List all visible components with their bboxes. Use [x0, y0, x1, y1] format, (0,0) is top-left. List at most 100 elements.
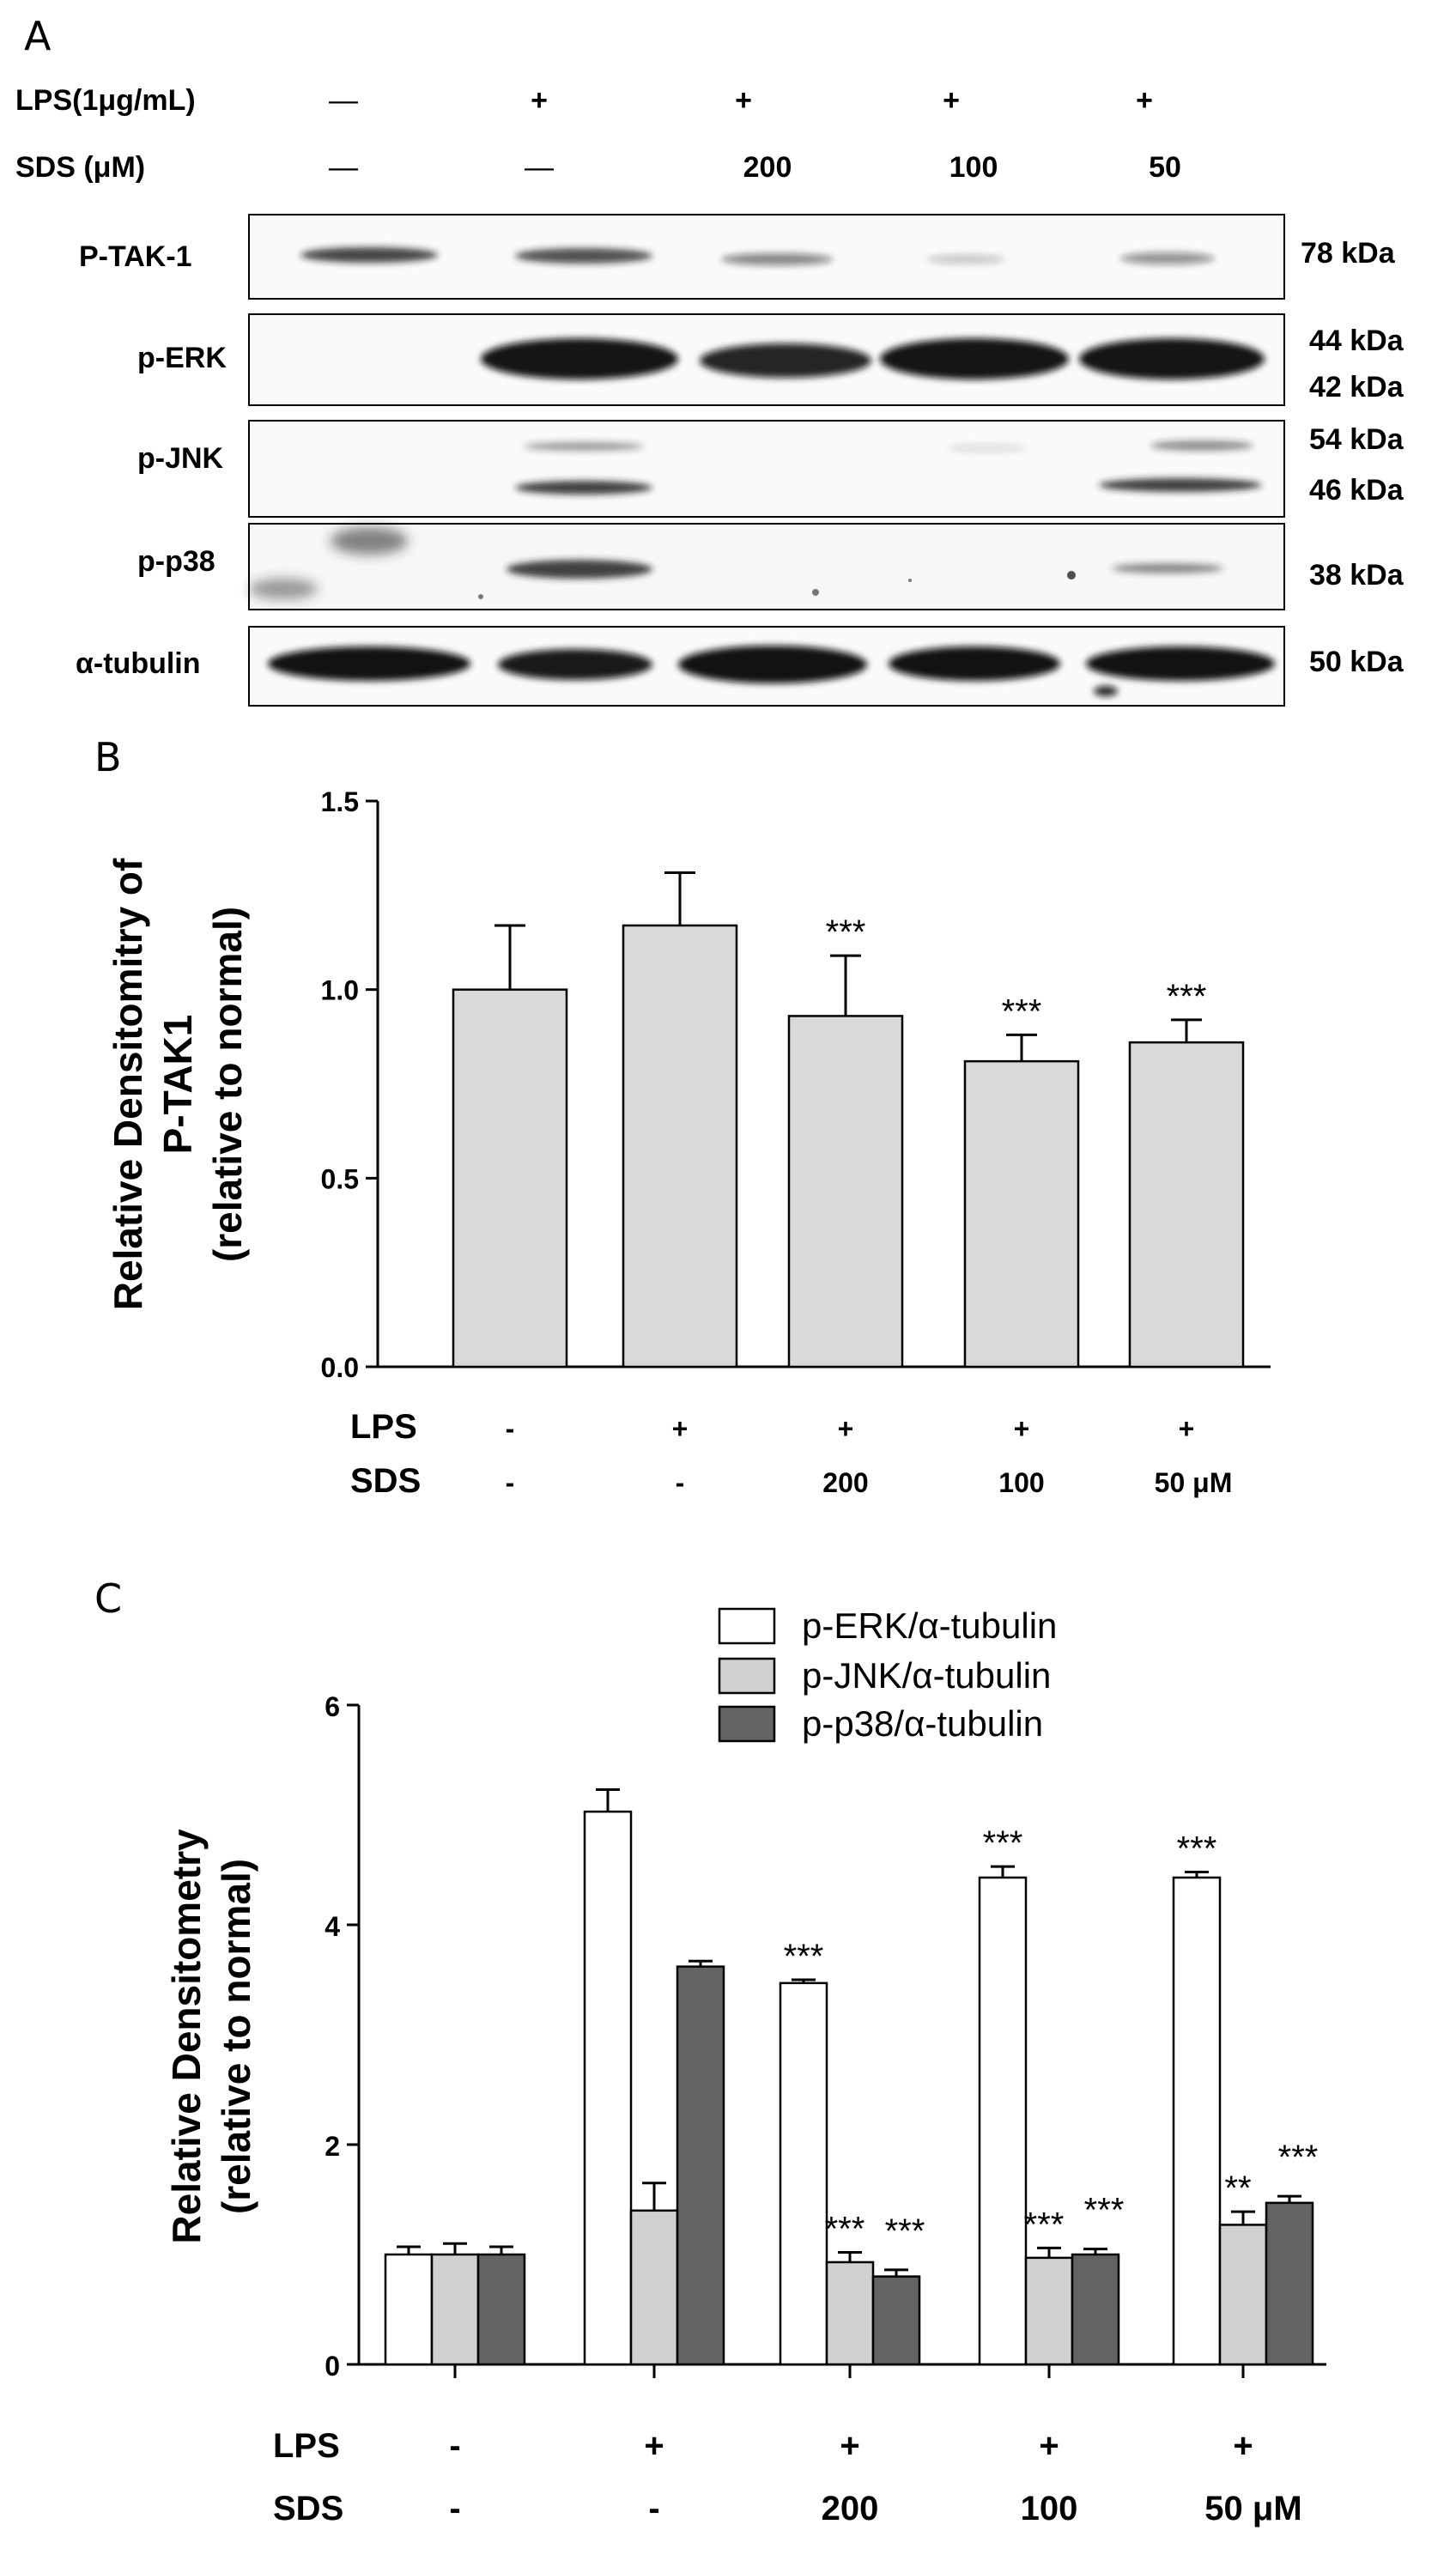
condition-value: -: [506, 1467, 515, 1498]
condition-value: -: [648, 2490, 659, 2528]
bands-alpha-tubulin: [268, 646, 1275, 696]
lps-value: +: [1136, 84, 1153, 117]
y-tick-label: 0.5: [321, 1163, 359, 1194]
blot-label-p-erk: p-ERK: [137, 342, 227, 374]
bar: [622, 924, 738, 1368]
condition-value: +: [1014, 1413, 1030, 1444]
y-tick-label: 4: [325, 1911, 340, 1942]
legend-swatch: [718, 1657, 776, 1695]
kda-p-p38: 38 kDa: [1309, 559, 1404, 592]
condition-value: 50 μM: [1155, 1467, 1233, 1498]
bar: [676, 1965, 725, 2366]
y-tick-label: 0: [325, 2351, 340, 2382]
condition-value: +: [672, 1413, 689, 1444]
legend-label: p-p38/α-tubulin: [802, 1703, 1043, 1744]
kda-p-jnk-46-label: 46 kDa: [1309, 474, 1404, 507]
condition-row-label: SDS: [273, 2490, 343, 2528]
blot-label-alpha-tubulin: α-tubulin: [76, 647, 201, 680]
bands-p-erk: [481, 338, 1265, 379]
condition-row-label: LPS: [273, 2427, 340, 2465]
panel-a-letter: A: [24, 13, 52, 59]
legend-swatch: [718, 1607, 776, 1645]
condition-value: -: [449, 2427, 460, 2465]
bar: [452, 988, 568, 1368]
condition-value: -: [449, 2490, 460, 2528]
significance-marker: ***: [1177, 1830, 1217, 1868]
y-tick-label: 0.0: [321, 1352, 359, 1383]
y-axis-title-line: Relative Densitomitry of: [106, 858, 150, 1310]
condition-value: +: [838, 1413, 854, 1444]
lps-row-label: LPS(1μg/mL): [15, 84, 196, 117]
y-tick-label: 1.5: [321, 786, 359, 817]
bar: [476, 2253, 526, 2366]
significance-marker: **: [1224, 2170, 1251, 2207]
y-axis-title-line: Relative Densitometry: [164, 1829, 209, 2244]
condition-value: 50 μM: [1204, 2490, 1301, 2528]
bar: [1265, 2201, 1314, 2366]
bar: [978, 1876, 1028, 2366]
significance-marker: ***: [1278, 2139, 1319, 2176]
legend-swatch: [718, 1705, 776, 1743]
y-axis-title-line: (relative to normal): [214, 1859, 258, 2214]
significance-marker: ***: [1024, 2206, 1065, 2243]
bar: [430, 2253, 480, 2366]
lps-value: +: [943, 84, 960, 117]
panel-c-letter: C: [94, 1575, 122, 1622]
bar: [1128, 1041, 1245, 1368]
blot-frame-p-p38: [248, 523, 1285, 610]
lps-row-values: — + + + +: [329, 84, 1153, 117]
kda-p-jnk-54: 54 kDa: [1309, 423, 1404, 456]
bar: [871, 2275, 921, 2366]
y-tick-label: 2: [325, 2131, 340, 2162]
sds-value: 50: [1149, 151, 1181, 184]
y-axis-title: Relative Densitometry (relative to normal…: [164, 1829, 258, 2244]
significance-marker: ***: [1084, 2192, 1125, 2230]
condition-value: +: [1233, 2427, 1253, 2465]
y-tick-label: 1.0: [321, 975, 359, 1006]
sds-value: —: [525, 151, 554, 184]
bar: [1071, 2253, 1120, 2366]
kda-alpha-tubulin: 50 kDa: [1309, 646, 1404, 678]
condition-row-label: SDS: [350, 1462, 421, 1500]
bar: [583, 1810, 633, 2366]
significance-marker: ***: [825, 2210, 865, 2248]
bands-p-p38: [249, 527, 1223, 599]
panel-b-letter: B: [94, 734, 122, 780]
kda-p-tak1: 78 kDa: [1301, 237, 1396, 270]
condition-value: 100: [998, 1467, 1044, 1498]
bar: [629, 2209, 679, 2366]
sds-value: —: [329, 151, 358, 184]
y-axis-title: Relative Densitomitry of P-TAK1 (relative …: [106, 858, 250, 1310]
bands-p-jnk: [515, 440, 1262, 495]
condition-value: +: [1039, 2427, 1059, 2465]
blot-label-p-jnk: p-JNK: [137, 442, 224, 475]
legend-label: p-ERK/α-tubulin: [802, 1605, 1057, 1646]
bar: [1024, 2256, 1074, 2366]
condition-value: -: [506, 1413, 515, 1444]
condition-row-label: LPS: [350, 1408, 417, 1446]
y-axis-title-line: (relative to normal): [205, 907, 250, 1262]
blot-label-p-p38: p-p38: [137, 545, 215, 578]
condition-value: 100: [1021, 2490, 1078, 2528]
condition-value: +: [644, 2427, 664, 2465]
sds-value: 200: [743, 151, 792, 184]
panel-b-chart: B 0.0 0.5 1.0 1.5 Relative Densitomitry of P-…: [94, 734, 1271, 1500]
condition-value: +: [840, 2427, 859, 2465]
legend-label: p-JNK/α-tubulin: [802, 1655, 1051, 1696]
significance-marker: ***: [784, 1938, 824, 1975]
lps-value: +: [531, 84, 548, 117]
panel-c-chart: C 0 2 4 6 Relative Densitometry (relative to …: [94, 1575, 1326, 2528]
bar: [825, 2261, 875, 2366]
y-tick-label: 6: [325, 1691, 340, 1722]
significance-marker: ***: [826, 913, 866, 951]
condition-value: 200: [822, 1467, 868, 1498]
panel-a-western-blot: A LPS(1μg/mL) SDS (μM) — + + + + — — 200 100 50: [15, 13, 1404, 707]
bar: [1172, 1876, 1222, 2366]
bar: [1218, 2224, 1268, 2366]
condition-value: -: [676, 1467, 685, 1498]
sds-value: 100: [949, 151, 998, 184]
significance-marker: ***: [1002, 992, 1042, 1030]
bar: [963, 1059, 1080, 1368]
bands-p-tak1: [300, 247, 1215, 265]
